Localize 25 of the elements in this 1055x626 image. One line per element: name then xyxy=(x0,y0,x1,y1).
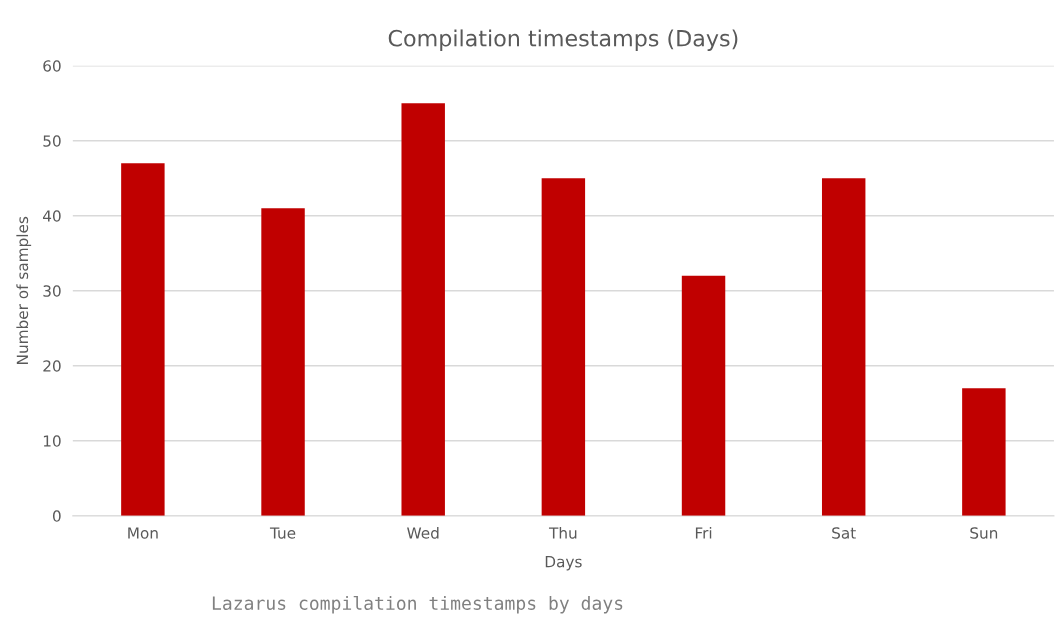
y-tick-label: 20 xyxy=(43,360,61,372)
y-tick-label: 40 xyxy=(42,210,61,222)
chart-title: Compilation timestamps (Days) xyxy=(388,29,738,51)
y-tick-label: 60 xyxy=(43,60,61,72)
x-tick-label: Sat xyxy=(832,527,856,539)
y-tick-label: 50 xyxy=(43,135,61,147)
bar xyxy=(261,208,305,516)
bar xyxy=(821,178,866,516)
x-tick-label: Tue xyxy=(269,527,296,539)
bar xyxy=(121,163,165,516)
bar xyxy=(681,275,726,516)
bar xyxy=(541,178,586,516)
y-tick-label: 30 xyxy=(43,285,61,297)
bar xyxy=(401,103,445,516)
text: Lazarus compilation timestamps by days xyxy=(212,595,623,614)
y-tick-label: 0 xyxy=(52,510,61,522)
x-axis-title: Days xyxy=(545,556,582,571)
x-tick-label: Fri xyxy=(695,526,712,539)
x-tick-label: Wed xyxy=(407,526,439,539)
x-tick-label: Mon xyxy=(128,527,158,539)
y-axis-title: Number of samples xyxy=(16,216,32,364)
x-tick-label: Sun xyxy=(970,527,998,539)
bar xyxy=(962,388,1006,516)
y-tick-label: 10 xyxy=(43,435,61,447)
x-tick-label: Thu xyxy=(548,526,577,539)
